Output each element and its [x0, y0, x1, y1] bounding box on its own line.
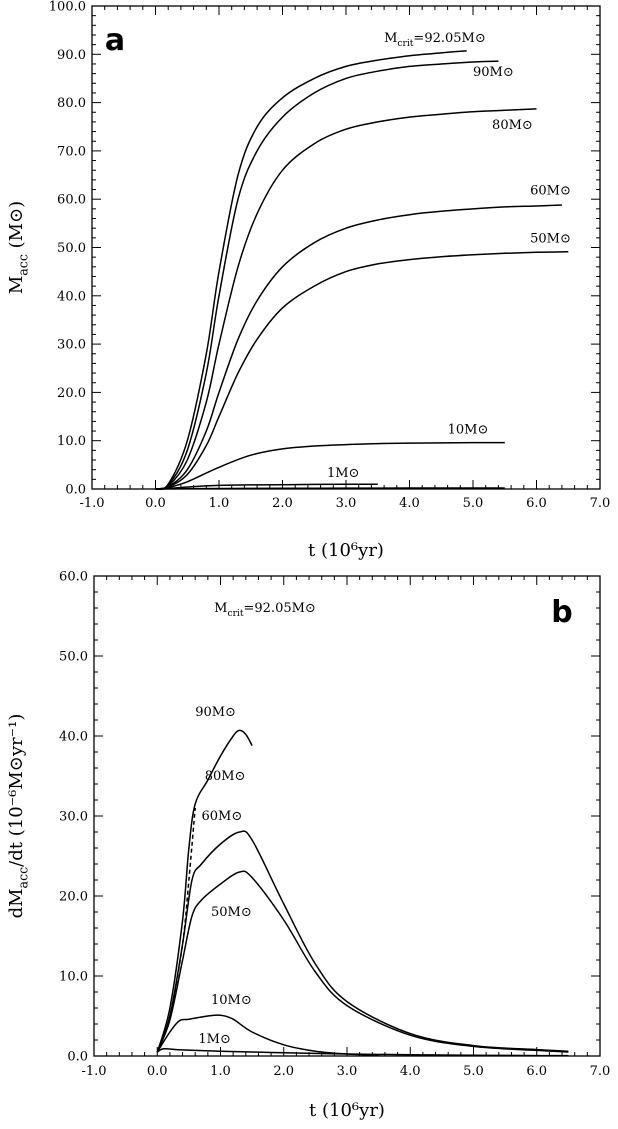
curve-label: 50M⊙	[530, 232, 571, 247]
x-tick-label: 0.0	[147, 1064, 168, 1079]
y-tick-label: 50.0	[57, 241, 86, 256]
mcrit-annotation: Mcrit=92.05M⊙	[214, 601, 316, 619]
x-tick-label: 6.0	[526, 496, 547, 511]
y-tick-label: 90.0	[57, 48, 86, 63]
panel-letter: b	[551, 595, 572, 630]
x-tick-label: 3.0	[336, 496, 357, 511]
curve-series	[155, 251, 569, 490]
panel-letter: a	[105, 23, 125, 58]
curve-series	[155, 204, 562, 490]
curve-series	[155, 108, 537, 490]
curve-series	[155, 487, 505, 490]
x-tick-label: 4.0	[399, 496, 420, 511]
curve-label: 10M⊙	[448, 422, 489, 437]
x-tick-label: 6.0	[526, 1064, 547, 1079]
y-tick-label: 30.0	[59, 810, 88, 825]
curve-label: 1M⊙	[198, 1032, 230, 1047]
curve-label: 80M⊙	[492, 118, 533, 133]
curve-series	[156, 729, 253, 1053]
x-tick-label: 5.0	[463, 1064, 484, 1079]
x-tick-label: 1.0	[210, 1064, 231, 1079]
curve-series	[155, 50, 467, 491]
curve-label: 90M⊙	[195, 705, 236, 720]
y-tick-label: 10.0	[59, 970, 88, 985]
curve-series	[156, 830, 569, 1053]
x-tick-label: 2.0	[272, 496, 293, 511]
panel-b: -1.0 0.0 1.0 2.0 3.0 4.0 5.0 6.0 7.00.010.020.03…	[6, 570, 610, 1122]
curve-label: Mcrit=92.05M⊙	[384, 31, 486, 49]
y-axis-title: dMacc/dt (10⁻⁶M⊙yr⁻¹)	[6, 714, 30, 919]
x-tick-label: 4.0	[400, 1064, 421, 1079]
y-tick-label: 60.0	[59, 570, 88, 585]
x-tick-label: 1.0	[209, 496, 230, 511]
curve-label: 1M⊙	[327, 466, 359, 481]
curve-label: 50M⊙	[211, 905, 252, 920]
plot-frame	[93, 575, 601, 1057]
x-axis-title: t (10⁶yr)	[308, 540, 384, 561]
x-tick-label: 7.0	[590, 496, 611, 511]
curve-series	[156, 1014, 379, 1056]
y-tick-label: 0.0	[65, 483, 86, 498]
curve-series	[155, 441, 505, 490]
x-axis-title: t (10⁶yr)	[309, 1100, 385, 1121]
y-tick-label: 30.0	[57, 338, 86, 353]
x-tick-label: -1.0	[81, 1064, 106, 1079]
y-tick-label: 100.0	[49, 0, 86, 15]
x-tick-label: 2.0	[273, 1064, 294, 1079]
y-tick-label: 80.0	[57, 96, 86, 111]
y-tick-label: 0.0	[67, 1050, 88, 1065]
curve-series	[156, 1047, 569, 1057]
y-axis-title: Macc (M⊙)	[6, 201, 30, 294]
y-tick-label: 70.0	[57, 144, 86, 159]
curve-label: 60M⊙	[530, 183, 571, 198]
x-tick-label: -1.0	[79, 496, 104, 511]
y-tick-label: 20.0	[59, 890, 88, 905]
x-tick-label: 3.0	[337, 1064, 358, 1079]
curve-label: 80M⊙	[205, 769, 246, 784]
x-tick-label: 5.0	[463, 496, 484, 511]
y-tick-label: 40.0	[57, 289, 86, 304]
curve-label: 10M⊙	[211, 993, 252, 1008]
y-tick-label: 60.0	[57, 193, 86, 208]
curve-label: 60M⊙	[202, 809, 243, 824]
curve-label: 90M⊙	[473, 65, 514, 80]
y-tick-label: 20.0	[57, 386, 86, 401]
panel-a: -1.0 0.0 1.0 2.0 3.0 4.0 5.0 6.0 7.00.010.020.03…	[6, 0, 610, 561]
y-tick-label: 40.0	[59, 730, 88, 745]
x-tick-label: 7.0	[590, 1064, 611, 1079]
x-tick-label: 0.0	[145, 496, 166, 511]
curve-series	[155, 483, 378, 490]
y-tick-label: 10.0	[57, 434, 86, 449]
curve-series	[156, 870, 569, 1053]
curve-series	[155, 60, 499, 491]
y-tick-label: 50.0	[59, 650, 88, 665]
